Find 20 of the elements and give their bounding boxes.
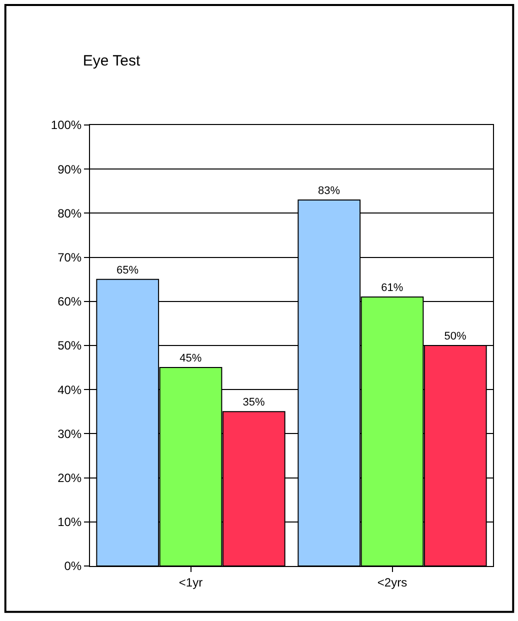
data-label: 50%	[444, 330, 467, 342]
data-label: 65%	[116, 264, 139, 276]
x-tick-label: <1yr	[178, 575, 203, 590]
data-label: 35%	[242, 396, 266, 409]
y-tick-label: 70%	[58, 250, 82, 264]
chart-title: Eye Test	[82, 52, 141, 70]
y-tick-label: 0%	[64, 559, 82, 574]
y-tick-label: 10%	[58, 515, 82, 530]
data-label: 61%	[381, 282, 404, 294]
y-tick-label: 20%	[58, 471, 82, 485]
data-label: 45%	[180, 352, 202, 365]
y-tick-label: 40%	[58, 382, 82, 397]
y-tick-label: 80%	[58, 206, 82, 220]
y-tick-label: 100%	[50, 118, 82, 132]
y-tick-label: 30%	[58, 426, 82, 441]
y-tick-label: 60%	[58, 294, 82, 309]
data-label: 83%	[318, 184, 340, 197]
y-tick-label: 90%	[58, 162, 82, 176]
x-tick-label: <2yrs	[377, 575, 408, 590]
y-tick-label: 50%	[58, 338, 82, 353]
